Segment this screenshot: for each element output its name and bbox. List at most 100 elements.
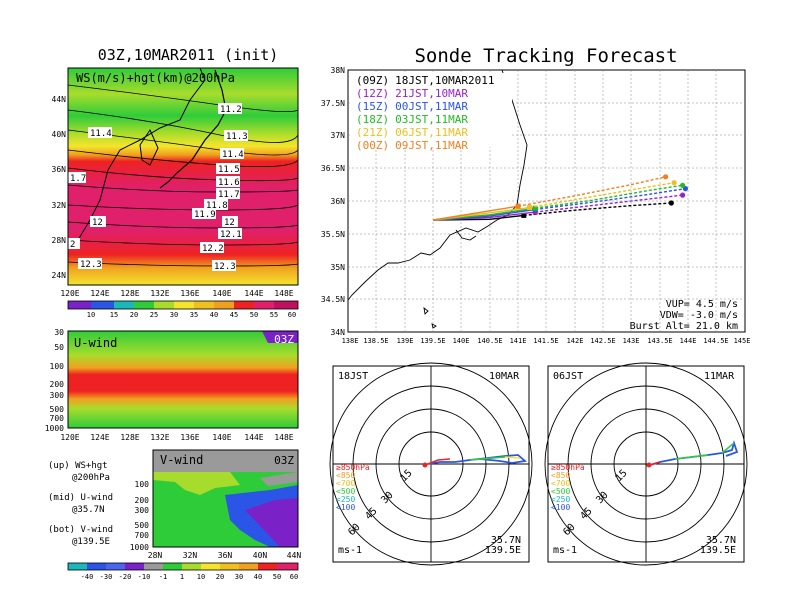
hodo-right-curve [649, 439, 739, 466]
svg-text:140E: 140E [212, 433, 231, 442]
svg-text:120E: 120E [60, 433, 79, 442]
svg-text:142.5E: 142.5E [590, 337, 615, 345]
svg-text:136E: 136E [180, 433, 199, 442]
svg-text:138E: 138E [342, 337, 359, 345]
svg-text:1: 1 [180, 573, 184, 581]
svg-text:37.5N: 37.5N [321, 99, 345, 108]
svg-text:32N: 32N [183, 551, 198, 560]
svg-text:(09Z)18JST,10MAR2011: (09Z) 18JST,10MAR2011 [356, 74, 494, 87]
svg-text:36N: 36N [331, 197, 346, 206]
svg-text:Burst Alt= 21.0 km: Burst Alt= 21.0 km [630, 321, 738, 332]
svg-text:700: 700 [135, 531, 150, 540]
hodo-left-time: 18JST [338, 371, 368, 382]
track-lon-labels: 138E 138.5E 139E 139.5E 140E 140.5E 141E… [342, 337, 751, 345]
svg-text:142E: 142E [567, 337, 584, 345]
track-1-burst-marker [532, 209, 538, 215]
svg-text:148E: 148E [274, 289, 293, 298]
svg-text:124E: 124E [90, 289, 109, 298]
svg-text:120E: 120E [60, 289, 79, 298]
ws-colorbar: 10 15 20 25 30 35 40 45 50 55 60 [67, 300, 299, 319]
svg-text:<700: <700 [551, 479, 570, 488]
track-4-landing-point [671, 180, 677, 186]
svg-text:(21Z)06JST,11MAR: (21Z) 06JST,11MAR [356, 126, 468, 139]
hodo-right-date: 11MAR [704, 371, 735, 382]
hodo-right-pressure-legend: ≥850hPa <850 <700 <500 <250 <100 [551, 463, 585, 512]
svg-text:36.5N: 36.5N [321, 164, 345, 173]
svg-text:<850: <850 [551, 471, 570, 480]
left-panel-title: 03Z,10MAR2011 (init) [98, 46, 279, 64]
track-map: (09Z) 18JST,10MAR2011 (12Z) 21JST,10MAR (1… [321, 66, 751, 345]
svg-text:(bot) V-wind: (bot) V-wind [48, 525, 113, 535]
svg-text:34.5N: 34.5N [321, 295, 345, 304]
svg-text:44N: 44N [287, 551, 302, 560]
svg-text:132E: 132E [150, 433, 169, 442]
svg-text:12: 12 [224, 218, 235, 228]
svg-text:144.5E: 144.5E [703, 337, 728, 345]
svg-text:124E: 124E [90, 433, 109, 442]
svg-text:11.8: 11.8 [206, 201, 228, 211]
track-4-burst-marker [527, 205, 532, 211]
japan-coastline [159, 69, 227, 189]
svg-text:50: 50 [250, 311, 258, 319]
track-lines [432, 174, 689, 221]
ws-map-label: WS(m/s)+hgt(km)@200hPa [76, 71, 235, 85]
svg-text:<100: <100 [551, 503, 570, 512]
svg-text:12.3: 12.3 [80, 260, 102, 270]
svg-text:<700: <700 [336, 479, 355, 488]
svg-text:143.5E: 143.5E [647, 337, 672, 345]
svg-text:200: 200 [50, 380, 65, 389]
track-2-dashed [535, 187, 686, 211]
svg-text:-20: -20 [119, 573, 132, 581]
track-5-landing-point [663, 174, 669, 180]
svg-text:139.5E: 139.5E [485, 545, 521, 556]
v-wind-colorbar: -40 -30 -20 -10 -1 1 10 20 30 40 50 60 [67, 562, 299, 581]
track-0-dashed [523, 202, 672, 217]
track-5-dashed [517, 176, 666, 207]
svg-text:24N: 24N [52, 271, 67, 280]
svg-text:11.5: 11.5 [218, 165, 240, 175]
svg-text:@35.7N: @35.7N [72, 505, 105, 515]
right-panel-title: Sonde Tracking Forecast [414, 45, 677, 67]
svg-text:15: 15 [110, 311, 118, 319]
svg-text:12: 12 [92, 218, 103, 228]
svg-text:40: 40 [254, 573, 262, 581]
svg-text:35N: 35N [331, 263, 346, 272]
svg-text:145E: 145E [734, 337, 751, 345]
v-wind-label: V-wind [160, 453, 203, 467]
track-3-dashed [535, 184, 683, 209]
v-wind-yticks: 100 200 300 500 700 1000 [130, 480, 149, 552]
svg-text:128E: 128E [120, 289, 139, 298]
svg-text:11.9: 11.9 [194, 210, 216, 220]
svg-text:1.7: 1.7 [70, 174, 86, 184]
ws-field [68, 68, 298, 285]
svg-text:136E: 136E [180, 289, 199, 298]
svg-text:VUP= 4.5 m/s: VUP= 4.5 m/s [666, 299, 738, 310]
svg-text:37N: 37N [331, 131, 346, 140]
svg-text:(12Z)21JST,10MAR: (12Z) 21JST,10MAR [356, 87, 468, 100]
svg-text:<850: <850 [336, 471, 355, 480]
ws-lat-labels: 44N 40N 36N 32N 28N 24N [52, 95, 67, 280]
svg-text:36N: 36N [218, 551, 233, 560]
ws-lon-labels: 120E 124E 128E 132E 136E 140E 144E 148E [60, 289, 293, 298]
svg-text:28N: 28N [52, 236, 67, 245]
svg-text:-1: -1 [159, 573, 167, 581]
svg-text:1000: 1000 [45, 424, 64, 433]
svg-text:50: 50 [273, 573, 281, 581]
svg-text:25: 25 [150, 311, 158, 319]
track-0-landing-point [668, 200, 674, 206]
svg-text:35.7N: 35.7N [706, 535, 736, 546]
hodo-left-pressure-legend: ≥850hPa <850 <700 <500 <250 <100 [336, 463, 370, 512]
svg-text:60: 60 [290, 573, 298, 581]
svg-text:60: 60 [288, 311, 296, 319]
track-1-dashed [535, 194, 683, 213]
hodograph-left: 18JST 10MAR ms-1 35.7N 139.5E ≥850hPa <8… [329, 362, 533, 566]
track-legend: (09Z) 18JST,10MAR2011 (12Z) 21JST,10MAR (1… [352, 73, 512, 152]
svg-text:12.1: 12.1 [220, 230, 242, 240]
svg-text:1000: 1000 [130, 543, 149, 552]
svg-text:28N: 28N [148, 551, 163, 560]
svg-text:30: 30 [54, 328, 64, 337]
svg-text:144E: 144E [244, 433, 263, 442]
track-0-burst-marker [521, 212, 527, 218]
track-5-burst-marker [515, 203, 521, 209]
